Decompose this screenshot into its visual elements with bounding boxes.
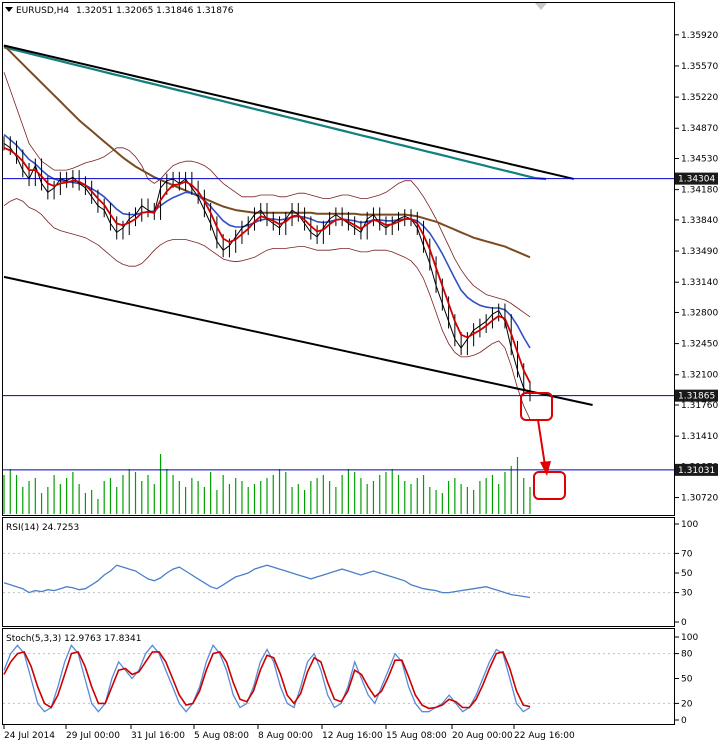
volume-bars — [3, 454, 531, 514]
forecast-annotation — [520, 392, 566, 500]
price-tick-label: 1.34870 — [681, 124, 718, 134]
price-tick-label: 1.32450 — [681, 340, 718, 350]
time-tick-label: 31 Jul 16:00 — [131, 731, 185, 741]
stoch-main-line — [3, 644, 531, 713]
trend-lines — [3, 44, 593, 406]
price-tick-label: 1.32100 — [681, 371, 718, 381]
target-box-projected — [533, 471, 566, 500]
rsi-line — [3, 564, 531, 599]
time-tick-label: 22 Aug 16:00 — [514, 731, 575, 741]
ohlc-readout: 1.32051 1.32065 1.31846 1.31876 — [76, 6, 234, 16]
price-close-line — [3, 142, 531, 395]
stoch-signal-line — [3, 650, 531, 710]
bollinger-lower-line — [3, 198, 531, 420]
ma-mid-line — [3, 133, 531, 349]
level-price-badge — [675, 172, 718, 185]
ema-fast-line — [3, 146, 531, 384]
price-tick-label: 1.31760 — [681, 401, 718, 411]
price-tick-label: 1.34530 — [681, 154, 718, 164]
level-price-label: 1.34304 — [678, 175, 715, 185]
price-tick-label: 1.32800 — [681, 308, 718, 318]
price-tick-label: 1.34180 — [681, 186, 718, 196]
time-tick-label: 15 Aug 08:00 — [386, 731, 447, 741]
rsi-label: RSI(14) 24.7253 — [6, 523, 79, 533]
time-axis: 24 Jul 2014 29 Jul 00:00 31 Jul 16:00 5 Aug… — [3, 725, 575, 741]
level-price-badge — [675, 389, 718, 402]
time-tick-label: 12 Aug 16:00 — [322, 731, 383, 741]
dropdown-triangle-icon[interactable] — [5, 7, 13, 12]
price-tick-label: 1.35570 — [681, 62, 718, 72]
price-series — [3, 136, 531, 402]
ma-long-line — [3, 46, 547, 181]
time-tick-label: 5 Aug 08:00 — [194, 731, 249, 741]
rsi-tick-label: 50 — [681, 569, 693, 579]
stoch-tick-label: 0 — [681, 716, 687, 726]
price-axis: 1.35920 1.35570 1.35220 1.34870 1.34530 1.341… — [675, 31, 718, 504]
price-tick-label: 1.33140 — [681, 278, 718, 288]
trend-line-upper[interactable] — [3, 44, 575, 180]
price-tick-label: 1.30720 — [681, 494, 718, 504]
price-tick-label: 1.35220 — [681, 93, 718, 103]
moving-averages — [3, 44, 547, 349]
forecast-arrow-head-icon — [540, 461, 551, 476]
rsi-tick-label: 30 — [681, 589, 693, 599]
stoch-tick-label: 100 — [681, 633, 698, 643]
stoch-tick-label: 80 — [681, 650, 693, 660]
scroll-marker-icon[interactable] — [535, 3, 547, 10]
price-tick-label: 1.33490 — [681, 247, 718, 257]
time-tick-label: 20 Aug 00:00 — [452, 731, 513, 741]
bollinger-bands — [3, 72, 531, 420]
rsi-series: 100 70 50 30 0 — [3, 520, 698, 628]
rsi-pane-frame — [2, 517, 675, 627]
rsi-tick-label: 100 — [681, 520, 698, 530]
price-tick-label: 1.35920 — [681, 31, 718, 41]
price-pane-frame — [2, 2, 675, 516]
stoch-tick-label: 50 — [681, 675, 693, 685]
trend-line-lower[interactable] — [3, 275, 593, 406]
stoch-series: 100 80 50 20 0 — [3, 633, 698, 726]
rsi-tick-label: 0 — [681, 618, 687, 628]
target-box-current — [520, 392, 553, 421]
level-price-badge — [675, 463, 718, 476]
symbol-label: EURUSD,H4 — [16, 6, 69, 16]
horizontal-levels: 1.34304 1.31865 1.31031 — [3, 172, 718, 476]
level-price-label: 1.31031 — [678, 466, 715, 476]
stoch-pane-frame — [2, 628, 675, 725]
rsi-tick-label: 70 — [681, 549, 693, 559]
price-tick-label: 1.33840 — [681, 216, 718, 226]
time-tick-label: 29 Jul 00:00 — [66, 731, 120, 741]
level-price-label: 1.31865 — [678, 392, 715, 402]
price-tick-label: 1.31410 — [681, 432, 718, 442]
bollinger-upper-line — [3, 72, 531, 318]
stoch-label: Stoch(5,3,3) 12.9763 17.8341 — [6, 634, 141, 644]
stoch-tick-label: 20 — [681, 699, 693, 709]
time-tick-label: 8 Aug 00:00 — [258, 731, 313, 741]
time-tick-label: 24 Jul 2014 — [4, 731, 55, 741]
